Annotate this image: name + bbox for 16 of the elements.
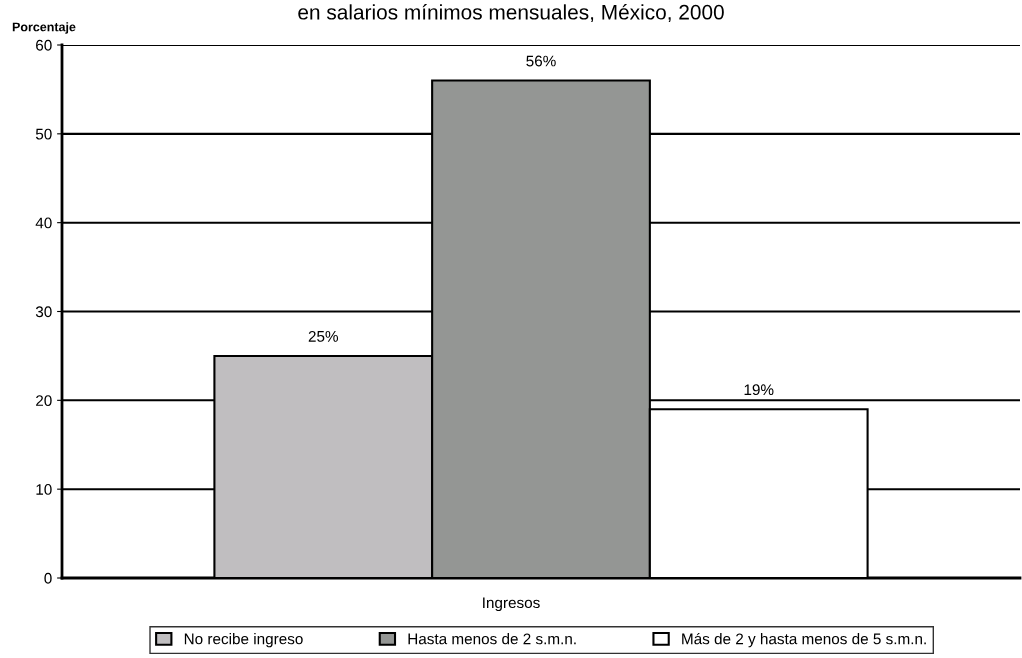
y-tick-label: 40 — [35, 217, 52, 229]
data-label: 25% — [308, 330, 339, 342]
y-tick-label: 50 — [35, 128, 52, 140]
y-tick-label: 30 — [35, 306, 52, 318]
legend-label: Hasta menos de 2 s.m.n. — [408, 633, 576, 645]
data-label: 19% — [744, 384, 774, 396]
legend-label: No recibe ingreso — [184, 633, 303, 648]
y-tick-label: 0 — [44, 572, 52, 584]
chart-title: en salarios mínimos mensuales, México, 2000 — [298, 4, 724, 23]
y-axis-title: Porcentaje — [12, 22, 76, 34]
legend-label: Más de 2 y hasta menos de 5 s.m.n. — [682, 632, 926, 648]
data-label: 56% — [526, 55, 556, 67]
x-axis-title: Ingresos — [483, 597, 540, 612]
y-tick-label: 60 — [36, 39, 52, 51]
y-tick-label: 10 — [36, 484, 52, 495]
y-tick-label: 20 — [36, 395, 52, 407]
